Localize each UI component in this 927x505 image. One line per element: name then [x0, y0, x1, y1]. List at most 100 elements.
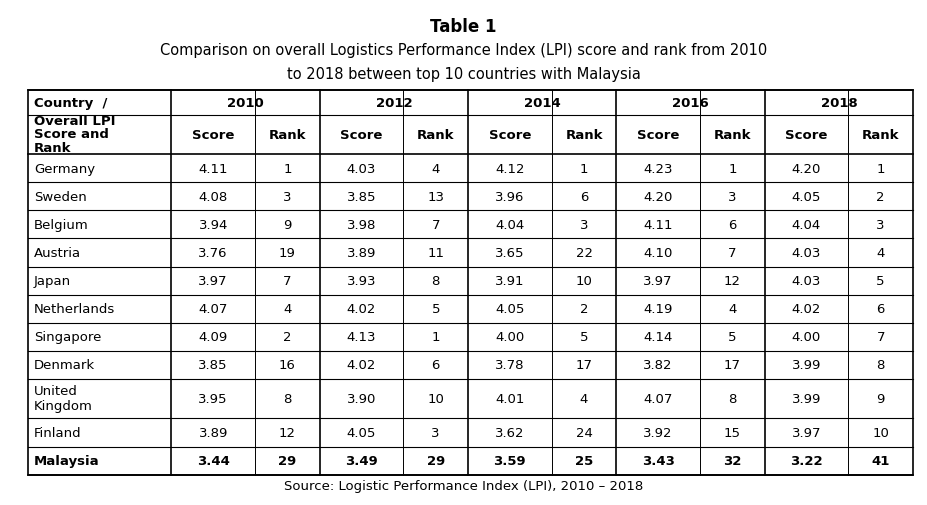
Text: Belgium: Belgium: [34, 219, 89, 231]
Text: 4.12: 4.12: [495, 163, 525, 175]
Text: 3.62: 3.62: [495, 426, 525, 439]
Text: 4: 4: [579, 392, 589, 406]
Text: Kingdom: Kingdom: [34, 399, 93, 413]
Text: 3.78: 3.78: [495, 359, 525, 372]
Text: 2012: 2012: [375, 96, 413, 110]
Text: 4.03: 4.03: [792, 246, 821, 260]
Text: 4.05: 4.05: [495, 302, 525, 316]
Text: 3: 3: [876, 219, 885, 231]
Text: 4.11: 4.11: [198, 163, 228, 175]
Text: 10: 10: [576, 275, 592, 287]
Text: Austria: Austria: [34, 246, 82, 260]
Text: 17: 17: [576, 359, 592, 372]
Text: 4.19: 4.19: [643, 302, 673, 316]
Text: 12: 12: [724, 275, 741, 287]
Text: 4.23: 4.23: [643, 163, 673, 175]
Text: 7: 7: [728, 246, 737, 260]
Text: 10: 10: [427, 392, 444, 406]
Text: 3.94: 3.94: [198, 219, 228, 231]
Text: 4.07: 4.07: [643, 392, 673, 406]
Text: 1: 1: [431, 331, 440, 343]
Text: 3.85: 3.85: [347, 190, 376, 204]
Text: Rank: Rank: [34, 142, 71, 155]
Text: 4: 4: [876, 246, 885, 260]
Text: 2: 2: [283, 331, 292, 343]
Text: 1: 1: [728, 163, 737, 175]
Text: 3: 3: [728, 190, 737, 204]
Text: Score and: Score and: [34, 128, 108, 141]
Text: 3.43: 3.43: [641, 454, 675, 467]
Text: Netherlands: Netherlands: [34, 302, 115, 316]
Text: 4.00: 4.00: [495, 331, 525, 343]
Text: Score: Score: [637, 129, 679, 141]
Text: 3.97: 3.97: [792, 426, 821, 439]
Text: Rank: Rank: [565, 129, 603, 141]
Text: 2016: 2016: [672, 96, 709, 110]
Text: 29: 29: [426, 454, 445, 467]
Text: Country  /: Country /: [34, 96, 108, 110]
Text: 4.02: 4.02: [792, 302, 821, 316]
Text: Rank: Rank: [714, 129, 751, 141]
Text: 1: 1: [283, 163, 292, 175]
Text: Denmark: Denmark: [34, 359, 95, 372]
Text: 3.44: 3.44: [197, 454, 230, 467]
Text: Singapore: Singapore: [34, 331, 101, 343]
Text: 4.05: 4.05: [792, 190, 821, 204]
Text: 3.82: 3.82: [643, 359, 673, 372]
Text: 16: 16: [279, 359, 296, 372]
Text: Finland: Finland: [34, 426, 82, 439]
Text: 6: 6: [579, 190, 589, 204]
Text: 4.03: 4.03: [792, 275, 821, 287]
Text: 7: 7: [431, 219, 440, 231]
Text: 4.11: 4.11: [643, 219, 673, 231]
Text: 8: 8: [876, 359, 885, 372]
Text: 5: 5: [728, 331, 737, 343]
Text: 4.20: 4.20: [792, 163, 821, 175]
Text: 4.00: 4.00: [792, 331, 821, 343]
Text: 4.02: 4.02: [347, 302, 376, 316]
Text: 3.97: 3.97: [643, 275, 673, 287]
Text: Score: Score: [785, 129, 828, 141]
Text: 3.85: 3.85: [198, 359, 228, 372]
Text: Japan: Japan: [34, 275, 71, 287]
Text: 3.90: 3.90: [347, 392, 376, 406]
Text: 29: 29: [278, 454, 297, 467]
Text: 13: 13: [427, 190, 444, 204]
Text: Rank: Rank: [862, 129, 899, 141]
Text: 3.97: 3.97: [198, 275, 228, 287]
Text: 41: 41: [871, 454, 890, 467]
Text: 5: 5: [876, 275, 885, 287]
Text: Rank: Rank: [417, 129, 454, 141]
Text: 4.04: 4.04: [792, 219, 821, 231]
Text: 8: 8: [431, 275, 440, 287]
Text: Malaysia: Malaysia: [34, 454, 99, 467]
Text: 5: 5: [579, 331, 589, 343]
Text: 25: 25: [575, 454, 593, 467]
Text: 2: 2: [876, 190, 885, 204]
Text: 3.89: 3.89: [347, 246, 376, 260]
Text: 17: 17: [724, 359, 741, 372]
Text: 4: 4: [431, 163, 440, 175]
Text: 3: 3: [579, 219, 589, 231]
Text: 22: 22: [576, 246, 592, 260]
Text: 8: 8: [728, 392, 737, 406]
Text: Source: Logistic Performance Index (LPI), 2010 – 2018: Source: Logistic Performance Index (LPI)…: [284, 479, 643, 492]
Text: 4.10: 4.10: [643, 246, 673, 260]
Text: 3.91: 3.91: [495, 275, 525, 287]
Text: 4.07: 4.07: [198, 302, 228, 316]
Text: 11: 11: [427, 246, 444, 260]
Text: Rank: Rank: [269, 129, 306, 141]
Text: 6: 6: [728, 219, 737, 231]
Text: 4.20: 4.20: [643, 190, 673, 204]
Text: 4.01: 4.01: [495, 392, 525, 406]
Text: 3: 3: [283, 190, 292, 204]
Text: Sweden: Sweden: [34, 190, 87, 204]
Text: 2: 2: [579, 302, 589, 316]
Text: 9: 9: [283, 219, 292, 231]
Text: Score: Score: [192, 129, 235, 141]
Text: 4.04: 4.04: [495, 219, 525, 231]
Text: 8: 8: [283, 392, 292, 406]
Text: 5: 5: [431, 302, 440, 316]
Text: 32: 32: [723, 454, 742, 467]
Text: 7: 7: [283, 275, 292, 287]
